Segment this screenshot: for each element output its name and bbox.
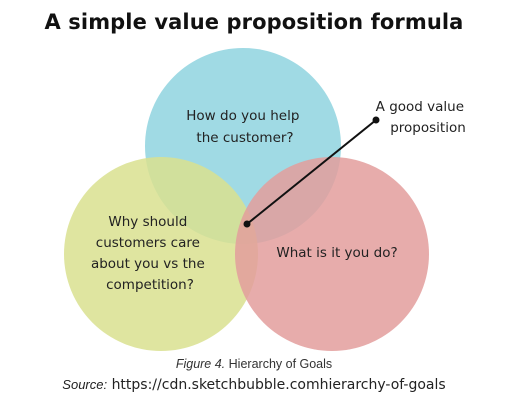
label-why-line-2: customers care [96, 235, 200, 251]
label-why-care: Why should customers care about you vs t… [91, 214, 209, 293]
figure-caption: Figure 4. Hierarchy of Goals [0, 357, 508, 371]
figure-caption-text: Hierarchy of Goals [228, 357, 333, 371]
figure-number: Figure 4. [175, 357, 226, 371]
callout-dot-start [243, 220, 251, 228]
label-why-line-4: competition? [106, 277, 194, 293]
callout-dot-end [372, 116, 380, 124]
source-line: Source: https://cdn.sketchbubble.comhier… [0, 377, 508, 393]
callout-line-2: proposition [390, 120, 466, 136]
label-why-line-1: Why should [108, 214, 187, 230]
diagram-title: A simple value proposition formula [44, 10, 464, 34]
callout-line [246, 119, 377, 225]
callout-line-1: A good value [376, 99, 464, 115]
label-what-you-do: What is it you do? [276, 245, 397, 261]
label-help-customer: How do you help the customer? [186, 108, 303, 146]
venn-circles [64, 48, 429, 351]
callout-label: A good value proposition [376, 99, 469, 136]
source-label: Source: [62, 377, 108, 392]
circle-what-you-do [235, 157, 429, 351]
circle-why-care [64, 157, 258, 351]
label-why-line-3: about you vs the [91, 256, 205, 272]
label-help-line-1: How do you help [186, 108, 299, 124]
source-url: https://cdn.sketchbubble.comhierarchy-of… [111, 377, 446, 393]
label-help-line-2: the customer? [196, 130, 293, 146]
label-what-line-1: What is it you do? [276, 245, 397, 261]
